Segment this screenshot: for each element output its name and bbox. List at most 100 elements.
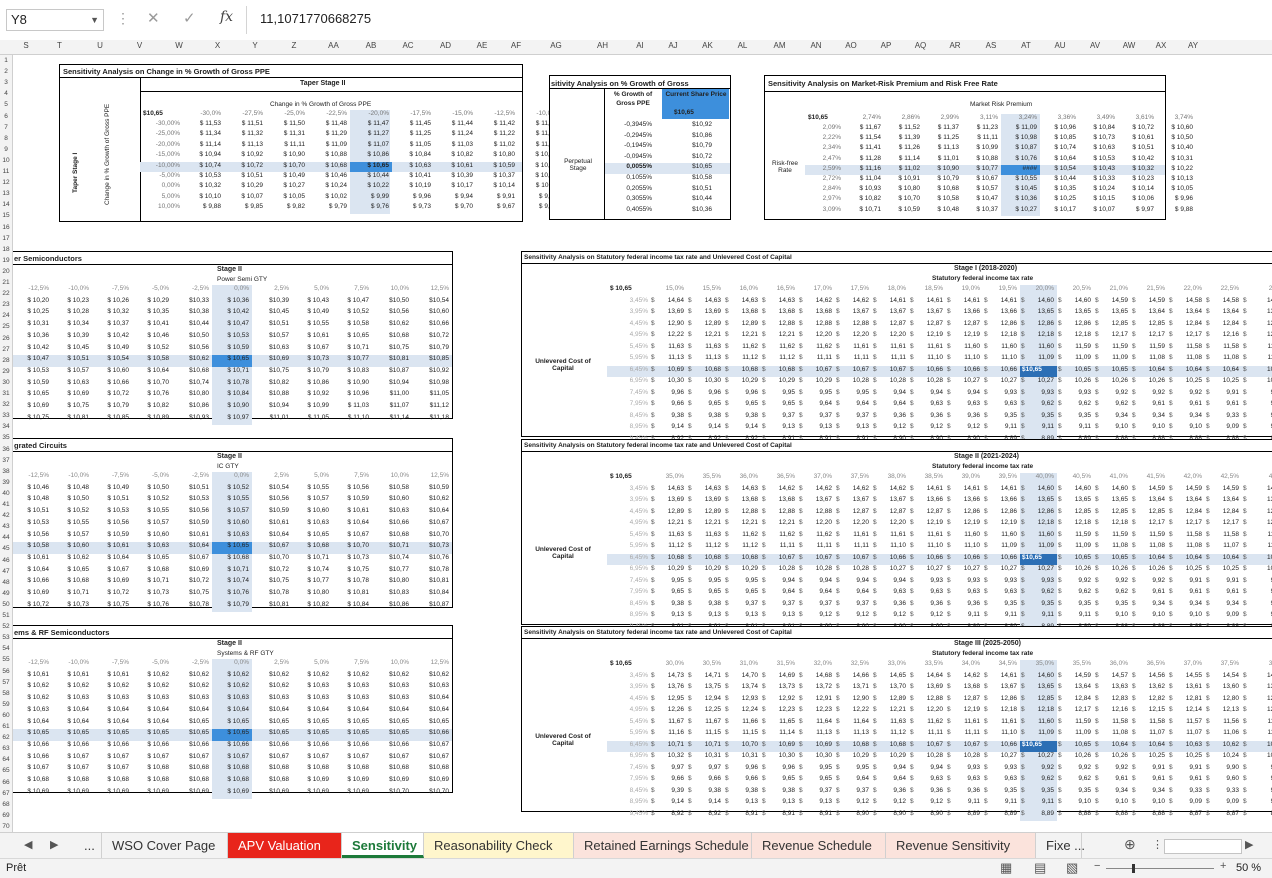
- table-cell[interactable]: 9,93: [1004, 576, 1017, 584]
- sheet-tab[interactable]: ...: [74, 833, 102, 858]
- table-cell[interactable]: 9,35: [1041, 599, 1054, 607]
- table-cell[interactable]: $ 10,65: [227, 729, 249, 737]
- table-cell[interactable]: $ 10,96: [1054, 124, 1076, 131]
- column-letter[interactable]: X: [214, 41, 221, 50]
- table-cell[interactable]: $ 10,46: [147, 331, 169, 339]
- table-cell[interactable]: 10,64: [1222, 365, 1239, 373]
- table-cell[interactable]: $ 10,28: [67, 308, 89, 316]
- table-cell[interactable]: $10,70: [389, 787, 409, 795]
- table-cell[interactable]: $ 11,01: [937, 154, 959, 162]
- column-letter[interactable]: S: [23, 41, 29, 50]
- row-number[interactable]: 31: [2, 390, 10, 397]
- table-cell[interactable]: 13,67: [852, 308, 869, 315]
- table-cell[interactable]: 14,61: [963, 484, 980, 492]
- table-cell[interactable]: 9,34: [1189, 411, 1202, 419]
- table-cell[interactable]: 11,59: [1075, 342, 1091, 350]
- table-cell[interactable]: $ 10,69: [27, 589, 49, 596]
- table-cell[interactable]: 12,83: [1111, 694, 1128, 702]
- table-cell[interactable]: 8,88: [1152, 434, 1165, 442]
- add-sheet-icon[interactable]: ⊕: [1124, 836, 1136, 852]
- table-cell[interactable]: 9,10: [1189, 611, 1202, 618]
- table-cell[interactable]: 8,91: [819, 809, 832, 817]
- table-cell[interactable]: 9,34: [1226, 599, 1239, 607]
- row-number[interactable]: 47: [2, 567, 10, 575]
- table-cell[interactable]: $ 10,92: [241, 151, 263, 159]
- table-cell[interactable]: 13,73: [778, 683, 795, 690]
- table-cell[interactable]: 9,91: [1189, 763, 1202, 771]
- table-cell[interactable]: 14,60: [1037, 296, 1054, 304]
- table-cell[interactable]: 9,33: [1226, 786, 1239, 794]
- table-cell[interactable]: 9,38: [745, 786, 758, 794]
- table-cell[interactable]: $ 10,22: [1171, 164, 1193, 172]
- table-cell[interactable]: 8,90: [893, 809, 906, 817]
- table-cell[interactable]: 9,37: [782, 411, 795, 419]
- table-cell[interactable]: $ 10,32: [107, 308, 129, 316]
- table-cell[interactable]: $ 10,14: [493, 182, 515, 190]
- table-cell[interactable]: 11,06: [1223, 729, 1239, 736]
- table-cell[interactable]: $10,64: [189, 542, 209, 550]
- table-cell[interactable]: 9,65: [819, 775, 832, 782]
- table-cell[interactable]: $ 10,65: [347, 717, 369, 725]
- table-cell[interactable]: $ 11,28: [859, 154, 881, 162]
- table-cell[interactable]: 9,36: [967, 599, 980, 607]
- table-cell[interactable]: 12,95: [667, 694, 684, 702]
- table-cell[interactable]: 10,29: [815, 377, 832, 384]
- table-cell[interactable]: $ 10,90: [283, 151, 305, 159]
- table-cell[interactable]: $ 11,26: [898, 144, 920, 152]
- table-cell[interactable]: $10,51: [269, 320, 289, 328]
- table-cell[interactable]: $ 11,50: [283, 120, 305, 127]
- row-number[interactable]: 65: [2, 767, 10, 775]
- price-value[interactable]: $10,72: [692, 152, 712, 160]
- table-cell[interactable]: $10,70: [429, 530, 449, 538]
- table-cell[interactable]: $ 10,53: [27, 366, 49, 374]
- table-cell[interactable]: 13,65: [1037, 308, 1054, 315]
- row-number[interactable]: 49: [2, 589, 10, 597]
- table-cell[interactable]: 10,28: [926, 752, 943, 759]
- table-cell[interactable]: $ 10,68: [27, 776, 49, 783]
- table-cell[interactable]: 12,84: [1185, 507, 1202, 515]
- table-cell[interactable]: $ 10,77: [347, 355, 369, 363]
- table-cell[interactable]: $10,86: [389, 600, 409, 608]
- table-cell[interactable]: 9,60: [1226, 775, 1239, 782]
- table-cell[interactable]: $ 10,55: [1015, 175, 1037, 182]
- table-cell[interactable]: $ 10,69: [107, 787, 129, 795]
- table-cell[interactable]: 12,20: [852, 331, 869, 338]
- table-cell[interactable]: $10,62: [189, 670, 209, 678]
- table-cell[interactable]: 10,: [1266, 565, 1272, 572]
- table-cell[interactable]: 12,21: [667, 519, 684, 526]
- table-cell[interactable]: 11,60: [1038, 342, 1054, 350]
- table-cell[interactable]: $ 10,67: [67, 752, 89, 760]
- table-cell[interactable]: $ 10,71: [859, 205, 881, 213]
- table-cell[interactable]: $ 11,02: [898, 164, 920, 172]
- column-letter[interactable]: W: [175, 41, 183, 50]
- table-cell[interactable]: $ 10,67: [227, 752, 249, 760]
- table-cell[interactable]: 9,37: [856, 786, 869, 794]
- table-cell[interactable]: 9,12: [930, 423, 943, 430]
- table-cell[interactable]: 9,96: [745, 763, 758, 771]
- table-cell[interactable]: $ 10,34: [535, 172, 557, 179]
- table-cell[interactable]: $ 10,61: [307, 331, 329, 339]
- table-cell[interactable]: 11,11: [927, 729, 943, 736]
- column-letter[interactable]: AF: [510, 41, 522, 50]
- table-cell[interactable]: 9,37: [856, 599, 869, 607]
- table-cell[interactable]: $ 10,52: [147, 495, 169, 503]
- table-cell[interactable]: $ 10,84: [1093, 124, 1115, 131]
- zoom-out-icon[interactable]: −: [1094, 860, 1101, 872]
- table-cell[interactable]: 12,86: [963, 507, 980, 515]
- row-number[interactable]: 60: [2, 711, 10, 719]
- table-cell[interactable]: 14,58: [1222, 296, 1239, 304]
- table-cell[interactable]: $ 10,69: [107, 577, 129, 585]
- table-cell[interactable]: 9,11: [1004, 798, 1017, 805]
- table-cell[interactable]: 9,11: [1041, 798, 1054, 805]
- table-cell[interactable]: 8,89: [1004, 434, 1017, 442]
- table-cell[interactable]: 9,92: [1078, 576, 1091, 584]
- table-cell[interactable]: 8,92: [708, 434, 721, 442]
- table-cell[interactable]: $10,94: [269, 402, 289, 409]
- row-number[interactable]: 70: [2, 822, 10, 830]
- table-cell[interactable]: 14,73: [667, 671, 684, 679]
- table-cell[interactable]: 8,90: [893, 434, 906, 442]
- table-cell[interactable]: $ 10,65: [227, 717, 249, 725]
- table-cell[interactable]: $ 11,03: [451, 140, 473, 148]
- table-cell[interactable]: $ 10,76: [1015, 154, 1037, 162]
- table-cell[interactable]: 9,65: [708, 400, 721, 407]
